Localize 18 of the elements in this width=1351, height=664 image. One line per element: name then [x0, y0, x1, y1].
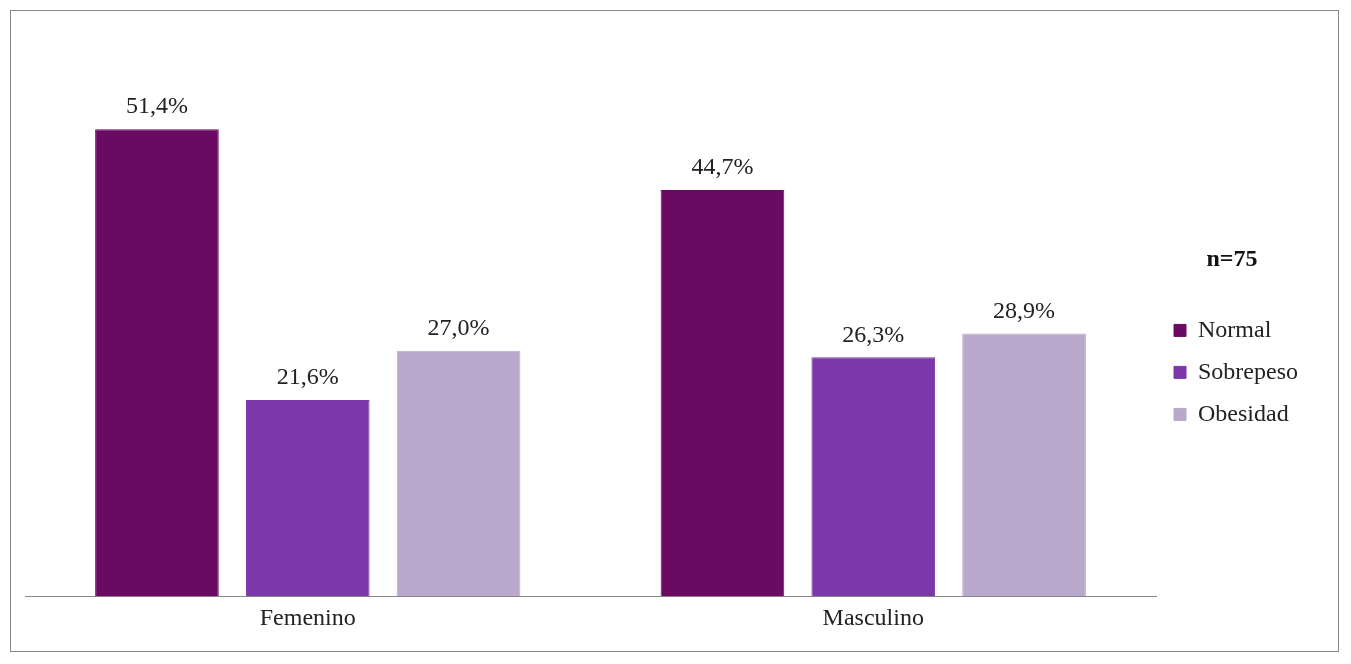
bar — [962, 333, 1086, 597]
legend-title: n=75 — [1206, 244, 1258, 271]
x-tick-label: Masculino — [822, 603, 924, 630]
bar — [811, 357, 936, 597]
data-label: 28,9% — [993, 296, 1056, 323]
data-label: 44,7% — [691, 153, 754, 180]
legend-label: Sobrepeso — [1198, 357, 1298, 384]
bar — [396, 350, 521, 597]
bar — [245, 399, 370, 597]
bar — [95, 129, 219, 597]
data-label: 27,0% — [427, 314, 490, 341]
data-label: 51,4% — [125, 92, 188, 119]
legend-label: Obesidad — [1198, 399, 1289, 426]
x-tick-label: Femenino — [259, 603, 356, 630]
data-label: 21,6% — [276, 363, 339, 390]
data-label: 26,3% — [842, 320, 905, 347]
bar — [660, 190, 785, 597]
legend-label: Normal — [1198, 315, 1272, 342]
